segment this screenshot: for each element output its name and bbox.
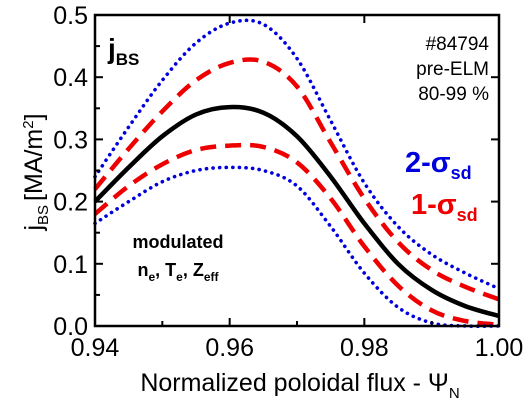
y-axis-label-symbol: j bbox=[20, 225, 48, 232]
y-tick-label: 0.5 bbox=[53, 2, 88, 30]
series-line-upper1 bbox=[93, 57, 500, 302]
panel-title: jBS bbox=[107, 33, 139, 69]
y-tick-label: 0.1 bbox=[53, 251, 88, 279]
param-separator: , bbox=[183, 260, 193, 280]
param-ne-subscript: e bbox=[148, 270, 155, 284]
x-tick-label: 0.96 bbox=[205, 334, 254, 362]
y-axis-label-unit: [MA/m bbox=[20, 129, 48, 201]
tick-marks bbox=[94, 14, 500, 327]
legend-2-sigma-main: 2-σ bbox=[405, 147, 451, 179]
y-tick-label: 0.3 bbox=[53, 126, 88, 154]
shot-number: #84794 bbox=[426, 34, 490, 55]
y-tick-label: 0.4 bbox=[53, 64, 88, 92]
panel-title-subscript: BS bbox=[116, 50, 140, 69]
legend-1-sigma: 1-σsd bbox=[411, 189, 478, 225]
x-axis-label-text: Normalized poloidal flux - Ψ bbox=[140, 369, 449, 397]
y-tick-labels: 0.0 0.1 0.2 0.3 0.4 0.5 bbox=[53, 2, 88, 341]
y-axis-label-unit-superscript: 2 bbox=[20, 120, 37, 128]
x-tick-labels: 0.94 0.96 0.98 1.00 bbox=[71, 334, 524, 362]
param-zeff-subscript: eff bbox=[204, 270, 220, 284]
y-axis-label: jBS [MA/m2] bbox=[20, 113, 52, 231]
series-line-lower1 bbox=[93, 142, 500, 328]
x-tick-label: 0.94 bbox=[71, 334, 120, 362]
legend-1-sigma-subscript: sd bbox=[457, 205, 478, 225]
param-te-subscript: e bbox=[176, 270, 183, 284]
series-line-upper2 bbox=[93, 18, 501, 291]
range-label: 80-99 % bbox=[418, 84, 489, 105]
legend-2-sigma-subscript: sd bbox=[451, 163, 472, 183]
panel-title-main: j bbox=[107, 33, 116, 64]
y-axis-label-unit-close: ] bbox=[20, 113, 48, 120]
legend-2-sigma: 2-σsd bbox=[405, 147, 472, 183]
param-separator: , bbox=[155, 260, 165, 280]
param-ne: n bbox=[137, 260, 148, 280]
legend-1-sigma-main: 1-σ bbox=[411, 189, 457, 221]
x-tick-label: 0.98 bbox=[340, 334, 389, 362]
y-tick-label: 0.0 bbox=[53, 313, 88, 341]
series-line-mean bbox=[93, 104, 500, 319]
x-axis-label-subscript: N bbox=[449, 385, 460, 402]
modulated-label: modulated bbox=[132, 232, 223, 252]
phase-label: pre-ELM bbox=[416, 59, 489, 80]
param-zeff: Z bbox=[193, 260, 204, 280]
x-tick-label: 1.00 bbox=[475, 334, 524, 362]
modulated-params: ne, Te, Zeff bbox=[137, 260, 219, 284]
y-tick-label: 0.2 bbox=[53, 189, 88, 217]
x-axis-label: Normalized poloidal flux - ΨN bbox=[140, 369, 459, 402]
param-te: T bbox=[165, 260, 176, 280]
y-axis-label-subscript: BS bbox=[35, 205, 52, 225]
